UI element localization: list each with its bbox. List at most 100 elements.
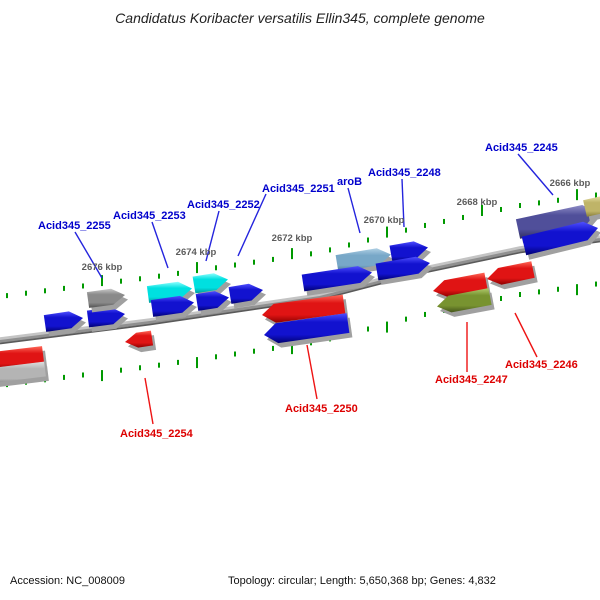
minor-tick-below [158,362,160,368]
gene-arrow[interactable] [515,205,597,239]
gene-arrow[interactable] [0,361,46,386]
major-tick-above [196,262,198,274]
minor-tick-below [82,372,84,378]
major-tick-above [101,275,103,287]
gene-arrow[interactable] [125,330,154,348]
gene-acid345_2251 [228,283,266,309]
minor-tick-below [519,292,521,297]
minor-tick-below [595,281,597,287]
scale-label: 2672 kbp [272,233,313,244]
gene-arrow[interactable] [195,291,229,311]
gene-unlabeled [86,307,128,332]
minor-tick-above [234,262,236,268]
gene-label-acid345_2248[interactable]: Acid345_2248 [368,167,441,179]
minor-tick-above [310,251,312,257]
label-leader-line [144,377,154,425]
gene-label-acid345_2251[interactable]: Acid345_2251 [262,183,335,195]
gene-unlabeled [0,361,49,387]
gene-arrow[interactable] [86,288,125,308]
minor-tick-below [177,359,179,365]
minor-tick-above [25,290,27,296]
major-tick-below [196,357,198,369]
gene-label-acid345_2247[interactable]: Acid345_2247 [435,374,508,386]
gene-arrow[interactable] [264,313,350,344]
minor-tick-below [63,374,65,380]
gene-acid345_2247 [437,288,495,317]
gene-label-acid345_2246[interactable]: Acid345_2246 [505,359,578,371]
major-tick-below [386,321,388,333]
gene-arrow[interactable] [433,272,488,297]
major-tick-below [291,343,293,355]
scale-label: 2676 kbp [82,262,123,273]
label-leader-line [151,221,169,269]
minor-tick-above [367,237,369,243]
scale-label: 2674 kbp [176,247,217,258]
gene-label-acid345_2253[interactable]: Acid345_2253 [113,210,186,222]
gene-label-acid345_2252[interactable]: Acid345_2252 [187,199,260,211]
accession-text: Accession: NC_008009 [10,575,125,587]
minor-tick-below [139,365,141,371]
minor-tick-above [538,200,540,206]
label-leader-line [237,193,267,257]
minor-tick-above [329,247,331,253]
gene-arrow[interactable] [521,221,598,256]
minor-tick-above [253,259,255,265]
minor-tick-above [405,227,407,233]
gene-acid345_2255 [86,288,128,313]
genome-title: Candidatus Koribacter versatilis Ellin34… [115,10,485,26]
gene-arrow[interactable] [437,288,492,313]
minor-tick-below [120,367,122,373]
gene-arrow[interactable] [389,241,429,263]
minor-tick-below [424,311,426,317]
gene-acid345_2254 [125,330,157,353]
gene-arrow[interactable] [583,196,600,217]
minor-tick-above [158,273,160,279]
minor-tick-below [367,326,369,332]
major-tick-below [101,370,103,382]
label-leader-line [74,231,103,279]
minor-tick-below [405,316,407,322]
minor-tick-above [63,285,65,291]
gene-unlabeled [195,291,232,316]
minor-tick-above [462,214,464,220]
minor-tick-above [348,242,350,248]
gene-arrow[interactable] [86,307,125,328]
minor-tick-below [272,345,274,351]
gene-label-acid345_2254[interactable]: Acid345_2254 [120,428,194,440]
minor-tick-above [139,276,141,282]
minor-tick-above [44,288,46,294]
gene-unlabeled [375,256,433,285]
label-leader-line [347,187,361,234]
minor-tick-below [215,354,217,360]
gene-arrow[interactable] [192,273,228,294]
minor-tick-below [253,348,255,354]
major-tick-above [291,248,293,260]
gene-unlabeled [521,221,600,260]
minor-tick-below [234,351,236,357]
minor-tick-below [557,286,559,292]
gene-arrow[interactable] [487,261,535,285]
gene-arrow[interactable] [0,346,44,370]
gene-arrow[interactable] [150,295,194,317]
scale-label: 2666 kbp [550,178,591,189]
gene-label-arob[interactable]: aroB [337,176,362,188]
label-leader-line [306,344,318,400]
gene-acid345_2250 [264,313,353,348]
gene-arrow[interactable] [301,266,372,292]
gene-arrow[interactable] [228,283,263,304]
label-leader-line [401,178,405,228]
gene-label-acid345_2255[interactable]: Acid345_2255 [38,220,111,232]
gene-label-acid345_2250[interactable]: Acid345_2250 [285,403,358,415]
gene-arrow[interactable] [375,256,430,281]
gene-label-acid345_2245[interactable]: Acid345_2245 [485,142,558,154]
gene-arrow[interactable] [262,294,346,323]
gene-unlabeled [583,196,600,222]
major-tick-above [481,204,483,216]
gene-acid345_2246 [487,261,538,290]
minor-tick-above [177,270,179,276]
major-tick-below [576,284,578,296]
gene-arrow[interactable] [43,311,83,332]
minor-tick-above [120,278,122,284]
gene-arrow[interactable] [335,248,391,272]
minor-tick-above [557,197,559,203]
